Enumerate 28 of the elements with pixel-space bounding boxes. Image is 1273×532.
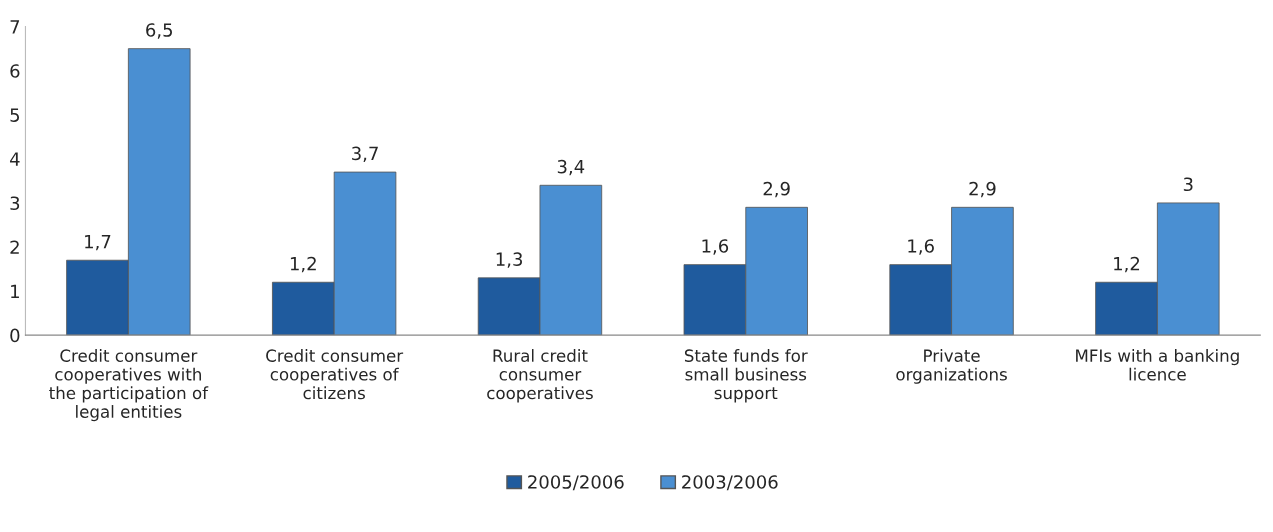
data-label: 3,7	[352, 146, 378, 163]
data-label: 2,9	[763, 181, 790, 198]
x-tick-label: Private organizations	[896, 349, 1007, 384]
legend-label: 2003/2006	[682, 475, 778, 491]
x-tick-label: Credit consumer cooperatives of citizens	[266, 349, 404, 400]
data-label: 1,7	[85, 234, 111, 251]
y-tick-label: 5	[10, 108, 20, 122]
data-label: 1,6	[702, 239, 729, 255]
y-tick-label: 6	[10, 64, 20, 78]
data-label: 1,6	[908, 239, 934, 255]
y-tick-label: 2	[10, 240, 19, 254]
y-tick-label: 0	[10, 328, 20, 343]
data-label: 3	[1183, 177, 1193, 192]
y-tick-label: 4	[9, 152, 20, 166]
data-label: 1,2	[290, 256, 316, 273]
x-tick-label: Rural credit consumer cooperatives	[487, 349, 593, 403]
y-tick-label: 3	[10, 196, 20, 211]
x-tick-label: MFIs with a banking licence	[1076, 349, 1239, 381]
data-label: 1,2	[1114, 256, 1140, 273]
data-label: 1,3	[496, 252, 522, 268]
y-tick-label: 7	[10, 20, 20, 34]
data-label: 2,9	[969, 181, 996, 198]
y-tick-label: 1	[11, 284, 19, 298]
legend-label: 2005/2006	[528, 475, 624, 491]
data-label: 3,4	[557, 159, 585, 176]
data-label: 6,5	[146, 23, 173, 39]
x-tick-label: Credit consumer cooperatives with the participation of legal entities	[49, 349, 209, 422]
x-tick-label: State funds for small business support	[684, 349, 808, 403]
